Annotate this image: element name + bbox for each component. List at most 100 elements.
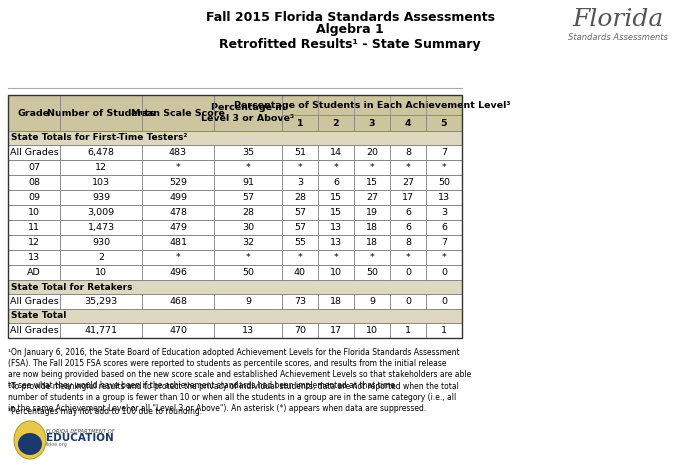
Bar bbox=[214, 160, 282, 175]
Text: 73: 73 bbox=[294, 297, 306, 306]
Text: *: * bbox=[176, 163, 181, 172]
Bar bbox=[354, 190, 390, 205]
Bar bbox=[214, 95, 282, 131]
Bar bbox=[354, 294, 390, 309]
Bar bbox=[354, 175, 390, 190]
Bar bbox=[214, 323, 282, 338]
Text: 30: 30 bbox=[242, 223, 254, 232]
Bar bbox=[8, 280, 462, 294]
Text: 7: 7 bbox=[441, 148, 447, 157]
Bar bbox=[318, 250, 354, 265]
Bar bbox=[8, 145, 462, 160]
Bar bbox=[318, 160, 354, 175]
Bar bbox=[318, 323, 354, 338]
Text: *: * bbox=[442, 253, 447, 262]
Text: 17: 17 bbox=[402, 193, 414, 202]
Bar bbox=[60, 145, 142, 160]
Text: *: * bbox=[298, 253, 302, 262]
Bar bbox=[8, 280, 462, 294]
Bar bbox=[60, 220, 142, 235]
Bar bbox=[8, 95, 462, 131]
Bar bbox=[142, 95, 214, 131]
Bar bbox=[142, 205, 214, 220]
Bar bbox=[426, 145, 462, 160]
Text: 08: 08 bbox=[28, 178, 40, 187]
Bar bbox=[426, 220, 462, 235]
Text: All Grades: All Grades bbox=[10, 297, 58, 306]
Text: ²To provide meaningful results and to protect the privacy of individual students: ²To provide meaningful results and to pr… bbox=[8, 382, 459, 413]
Bar bbox=[8, 175, 60, 190]
Text: All Grades: All Grades bbox=[10, 148, 58, 157]
Bar bbox=[142, 323, 214, 338]
Bar bbox=[354, 220, 390, 235]
Bar bbox=[354, 235, 390, 250]
Text: 479: 479 bbox=[169, 223, 187, 232]
Bar bbox=[214, 145, 282, 160]
Text: 5: 5 bbox=[441, 119, 447, 128]
Bar bbox=[426, 190, 462, 205]
Text: *: * bbox=[298, 163, 302, 172]
Bar bbox=[426, 323, 462, 338]
Text: 3: 3 bbox=[297, 178, 303, 187]
Bar bbox=[318, 145, 354, 160]
Text: 10: 10 bbox=[366, 326, 378, 335]
Bar bbox=[60, 190, 142, 205]
Bar bbox=[8, 160, 462, 175]
Bar bbox=[60, 265, 142, 280]
Text: Percentage in
Level 3 or Above³: Percentage in Level 3 or Above³ bbox=[202, 103, 295, 123]
Text: 50: 50 bbox=[438, 178, 450, 187]
Text: 27: 27 bbox=[366, 193, 378, 202]
Bar bbox=[8, 309, 462, 323]
Text: 496: 496 bbox=[169, 268, 187, 277]
Bar bbox=[8, 220, 60, 235]
Text: 7: 7 bbox=[441, 238, 447, 247]
Bar bbox=[142, 145, 214, 160]
Text: Standards Assessments: Standards Assessments bbox=[568, 34, 668, 43]
Text: *: * bbox=[405, 253, 410, 262]
Bar bbox=[142, 190, 214, 205]
Text: 28: 28 bbox=[294, 193, 306, 202]
Bar bbox=[426, 205, 462, 220]
Bar bbox=[8, 265, 462, 280]
Bar bbox=[8, 265, 60, 280]
Text: *: * bbox=[176, 253, 181, 262]
Bar bbox=[60, 175, 142, 190]
Text: Florida: Florida bbox=[573, 9, 664, 32]
Text: 9: 9 bbox=[245, 297, 251, 306]
Bar bbox=[8, 323, 462, 338]
Ellipse shape bbox=[14, 421, 46, 459]
Text: *: * bbox=[442, 163, 447, 172]
Bar bbox=[8, 131, 462, 145]
Text: 9: 9 bbox=[369, 297, 375, 306]
Bar bbox=[282, 95, 318, 131]
Text: 499: 499 bbox=[169, 193, 187, 202]
Bar bbox=[282, 265, 318, 280]
Text: 13: 13 bbox=[242, 326, 254, 335]
Bar bbox=[318, 175, 354, 190]
Bar bbox=[214, 220, 282, 235]
Bar bbox=[426, 250, 462, 265]
Text: 55: 55 bbox=[294, 238, 306, 247]
Bar bbox=[8, 205, 60, 220]
Text: 11: 11 bbox=[28, 223, 40, 232]
Bar bbox=[354, 265, 390, 280]
Ellipse shape bbox=[18, 433, 42, 455]
Bar bbox=[8, 145, 60, 160]
Text: 0: 0 bbox=[441, 297, 447, 306]
Text: 6: 6 bbox=[405, 208, 411, 217]
Bar bbox=[390, 175, 426, 190]
Text: 35,293: 35,293 bbox=[85, 297, 118, 306]
Bar bbox=[142, 294, 214, 309]
Bar bbox=[60, 160, 142, 175]
Text: Number of Students: Number of Students bbox=[47, 108, 155, 117]
Text: 1,473: 1,473 bbox=[88, 223, 115, 232]
Bar bbox=[8, 235, 462, 250]
Bar bbox=[390, 190, 426, 205]
Bar bbox=[354, 160, 390, 175]
Text: EDUCATION: EDUCATION bbox=[46, 433, 113, 443]
Text: 6: 6 bbox=[405, 223, 411, 232]
Bar bbox=[60, 323, 142, 338]
Bar bbox=[8, 294, 462, 309]
Text: 12: 12 bbox=[95, 163, 107, 172]
Bar bbox=[390, 220, 426, 235]
